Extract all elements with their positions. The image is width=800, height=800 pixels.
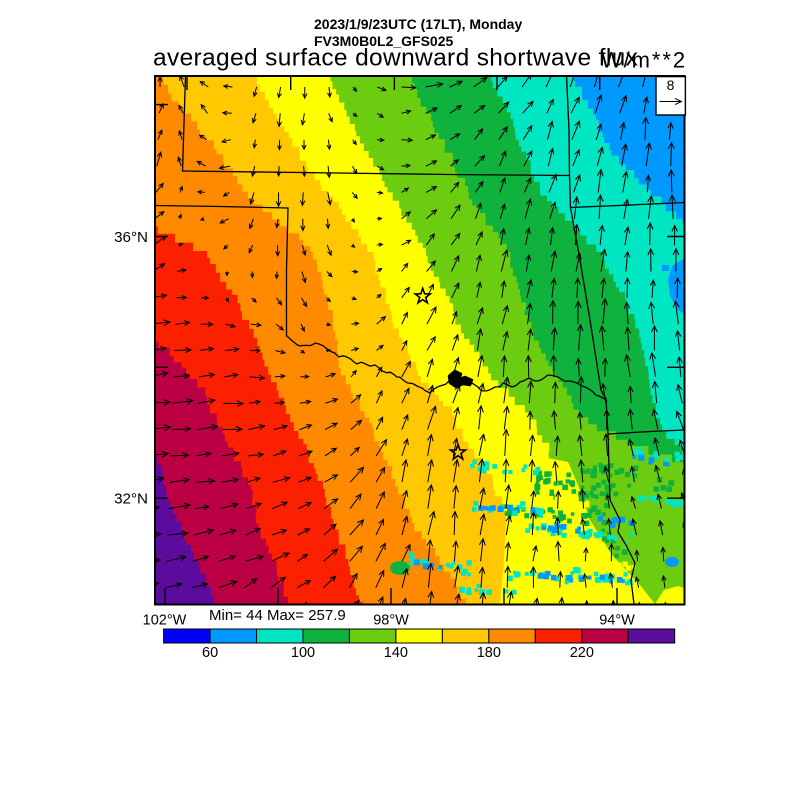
svg-text:Min= 44 Max= 257.9: Min= 44 Max= 257.9 xyxy=(209,607,346,624)
svg-text:98°W: 98°W xyxy=(373,613,409,629)
svg-text:60: 60 xyxy=(202,645,218,661)
svg-text:8: 8 xyxy=(667,77,675,93)
svg-text:102°W: 102°W xyxy=(143,613,187,629)
svg-text:W/m**2: W/m**2 xyxy=(601,48,687,73)
svg-text:averaged surface downward shor: averaged surface downward shortwave flux xyxy=(153,45,638,72)
svg-text:94°W: 94°W xyxy=(599,613,635,629)
svg-text:36°N: 36°N xyxy=(114,229,148,246)
svg-text:140: 140 xyxy=(384,645,408,661)
svg-text:2023/1/9/23UTC (17LT), Monday: 2023/1/9/23UTC (17LT), Monday xyxy=(314,16,522,32)
svg-text:FV3M0B0L2_GFS025: FV3M0B0L2_GFS025 xyxy=(314,33,453,49)
svg-text:180: 180 xyxy=(477,645,501,661)
svg-text:32°N: 32°N xyxy=(114,491,148,508)
svg-text:100: 100 xyxy=(291,645,315,661)
svg-text:220: 220 xyxy=(570,645,594,661)
